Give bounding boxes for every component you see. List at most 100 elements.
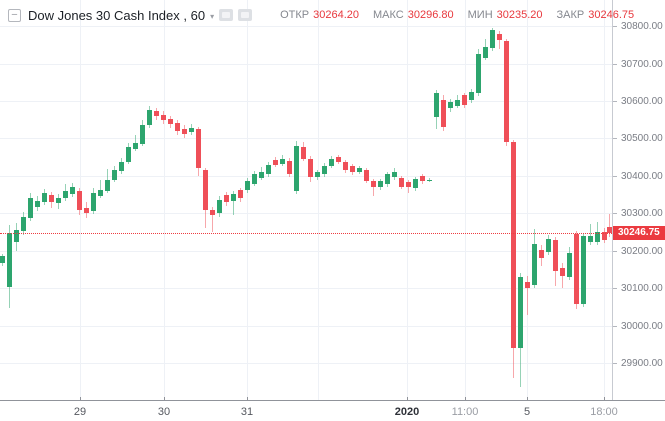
price-axis-tick [613,63,617,65]
time-axis-label: 30 [157,406,171,418]
candle-wick [212,207,213,232]
last-price-line [0,233,612,235]
candle-body [497,33,502,41]
time-axis-tick [407,397,408,401]
close-value: 30246.75 [588,9,635,21]
candle-body [357,168,362,173]
horizontal-gridline [0,175,612,177]
price-axis-tick [613,363,617,365]
price-axis-tick [613,100,617,102]
candle-body [21,216,26,232]
time-axis-tick [527,397,528,401]
candle-body [385,174,390,185]
candle-body [364,170,369,181]
candle-body [315,172,320,178]
candle-body [588,235,593,243]
candle-body [441,100,446,127]
candle-body [546,238,551,253]
vertical-gridline [318,0,319,400]
candle-body [371,180,376,188]
candle-body [560,267,565,276]
candle-body [525,281,530,289]
candle-body [238,190,243,199]
candle-body [343,161,348,171]
vertical-gridline [465,0,466,400]
candle-body [42,193,47,202]
collapse-legend-icon[interactable]: − [8,8,21,22]
vertical-gridline [527,0,528,400]
candle-body [231,193,236,201]
candle-body [455,100,460,106]
candle-body [476,53,481,94]
candle-body [105,179,110,191]
price-axis-label: 30500.00 [621,133,663,145]
price-axis-tick [613,288,617,290]
candle-body [35,200,40,207]
horizontal-gridline [0,213,612,215]
candle-body [266,164,271,175]
candle-body [252,174,257,184]
candle-body [259,172,264,178]
horizontal-gridline [0,325,612,327]
vertical-gridline [407,0,408,400]
time-axis-label: 31 [240,406,254,418]
time-axis-label: 18:00 [590,406,618,418]
candle-body [336,157,341,162]
chart-toolbar-icon-2[interactable] [238,9,253,21]
vertical-gridline [164,0,165,400]
close-label: ЗАКР [556,9,585,21]
horizontal-gridline [0,250,612,252]
time-axis-label: 11:00 [451,406,479,418]
horizontal-gridline [0,363,612,365]
candle-body [420,175,425,182]
price-axis-tick [613,175,617,177]
vertical-gridline [604,0,605,400]
candle-body [84,207,89,214]
candle-body [224,194,229,203]
candle-body [462,95,467,105]
candle-body [553,240,558,271]
candle-body [511,142,516,349]
candle-body [602,232,607,241]
candle-body [189,128,194,132]
candle-body [392,172,397,178]
symbol-title[interactable]: Dow Jones 30 Cash Index , 60 [28,7,206,23]
price-axis-label: 30700.00 [621,58,663,70]
candle-body [329,158,334,167]
candle-wick [233,190,234,216]
candlestick-plot-area[interactable] [0,0,612,400]
candle-body [504,41,509,143]
horizontal-gridline [0,138,612,140]
candle-body [70,187,75,194]
chart-toolbar-icon-1[interactable] [219,9,234,21]
time-axis-tick [465,397,466,401]
price-axis-label: 30400.00 [621,170,663,182]
low-value: 30235.20 [496,9,543,21]
candle-body [91,192,96,212]
candle-body [574,233,579,304]
chevron-down-icon[interactable]: ▾ [210,11,215,21]
time-axis-label: 2020 [394,406,420,418]
candle-body [77,190,82,211]
horizontal-gridline [0,63,612,65]
candle-body [378,181,383,188]
candle-body [56,198,61,204]
candle-body [406,182,411,188]
candle-wick [590,223,591,246]
candle-wick [609,214,610,238]
open-value: 30264.20 [313,9,359,21]
price-axis-label: 30200.00 [621,245,663,257]
candle-body [112,170,117,180]
time-axis[interactable]: 29 30 31 2020 11:00 5 18:00 [0,397,665,421]
candle-body [63,190,68,199]
candle-body [168,118,173,125]
price-axis[interactable]: 30800.00 30700.00 30600.00 30500.00 30400.00… [612,0,665,400]
candle-body [98,189,103,197]
candle-body [448,102,453,108]
candle-body [0,256,5,263]
candle-body [203,170,208,211]
candle-body [427,179,432,181]
price-axis-label: 30800.00 [621,21,663,32]
candle-body [301,147,306,159]
price-axis-tick [613,325,617,327]
